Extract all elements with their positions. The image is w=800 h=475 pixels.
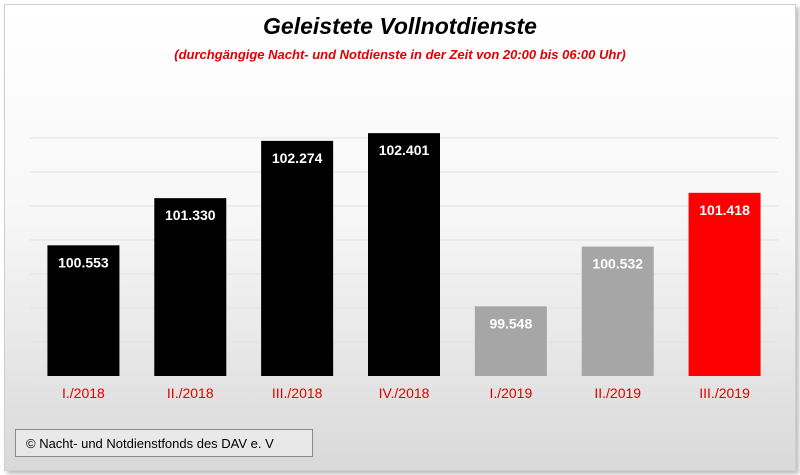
category-label: III./2018 bbox=[272, 385, 323, 401]
bar-6 bbox=[581, 246, 654, 376]
bar-value-label: 101.418 bbox=[699, 202, 750, 218]
bar-value-label: 102.274 bbox=[272, 150, 323, 166]
bar-value-label: 101.330 bbox=[165, 207, 216, 223]
category-label: II./2019 bbox=[594, 385, 641, 401]
bar-1 bbox=[47, 245, 120, 376]
bars-group bbox=[47, 133, 761, 376]
bar-3 bbox=[261, 140, 334, 376]
chart-frame: Geleistete Vollnotdienste (durchgängige … bbox=[4, 4, 796, 471]
category-label: III./2019 bbox=[699, 385, 750, 401]
category-label: IV./2018 bbox=[379, 385, 430, 401]
bar-value-label: 100.532 bbox=[592, 256, 643, 272]
bar-5 bbox=[474, 306, 547, 376]
bar-value-label: 100.553 bbox=[58, 254, 109, 270]
copyright-footer: © Nacht- und Notdienstfonds des DAV e. V bbox=[15, 429, 313, 457]
bar-4 bbox=[368, 133, 440, 376]
chart-subtitle: (durchgängige Nacht- und Notdienste in d… bbox=[174, 47, 626, 62]
category-labels-group: I./2018 II./2018 III./2018 IV./2018 I./2019 I… bbox=[62, 385, 750, 401]
bar-chart: 100.553 101.330 102.274 102.401 99.548 100.53… bbox=[30, 133, 778, 401]
category-label: I./2019 bbox=[489, 385, 532, 401]
bar-value-label: 102.401 bbox=[379, 142, 430, 158]
value-labels-group: 100.553 101.330 102.274 102.401 99.548 100.53… bbox=[58, 142, 750, 331]
chart-title: Geleistete Vollnotdienste bbox=[263, 13, 537, 39]
category-label: II./2018 bbox=[167, 385, 214, 401]
bar-value-label: 99.548 bbox=[489, 315, 532, 331]
bar-2 bbox=[154, 198, 227, 376]
bar-7 bbox=[688, 192, 761, 376]
category-label: I./2018 bbox=[62, 385, 105, 401]
